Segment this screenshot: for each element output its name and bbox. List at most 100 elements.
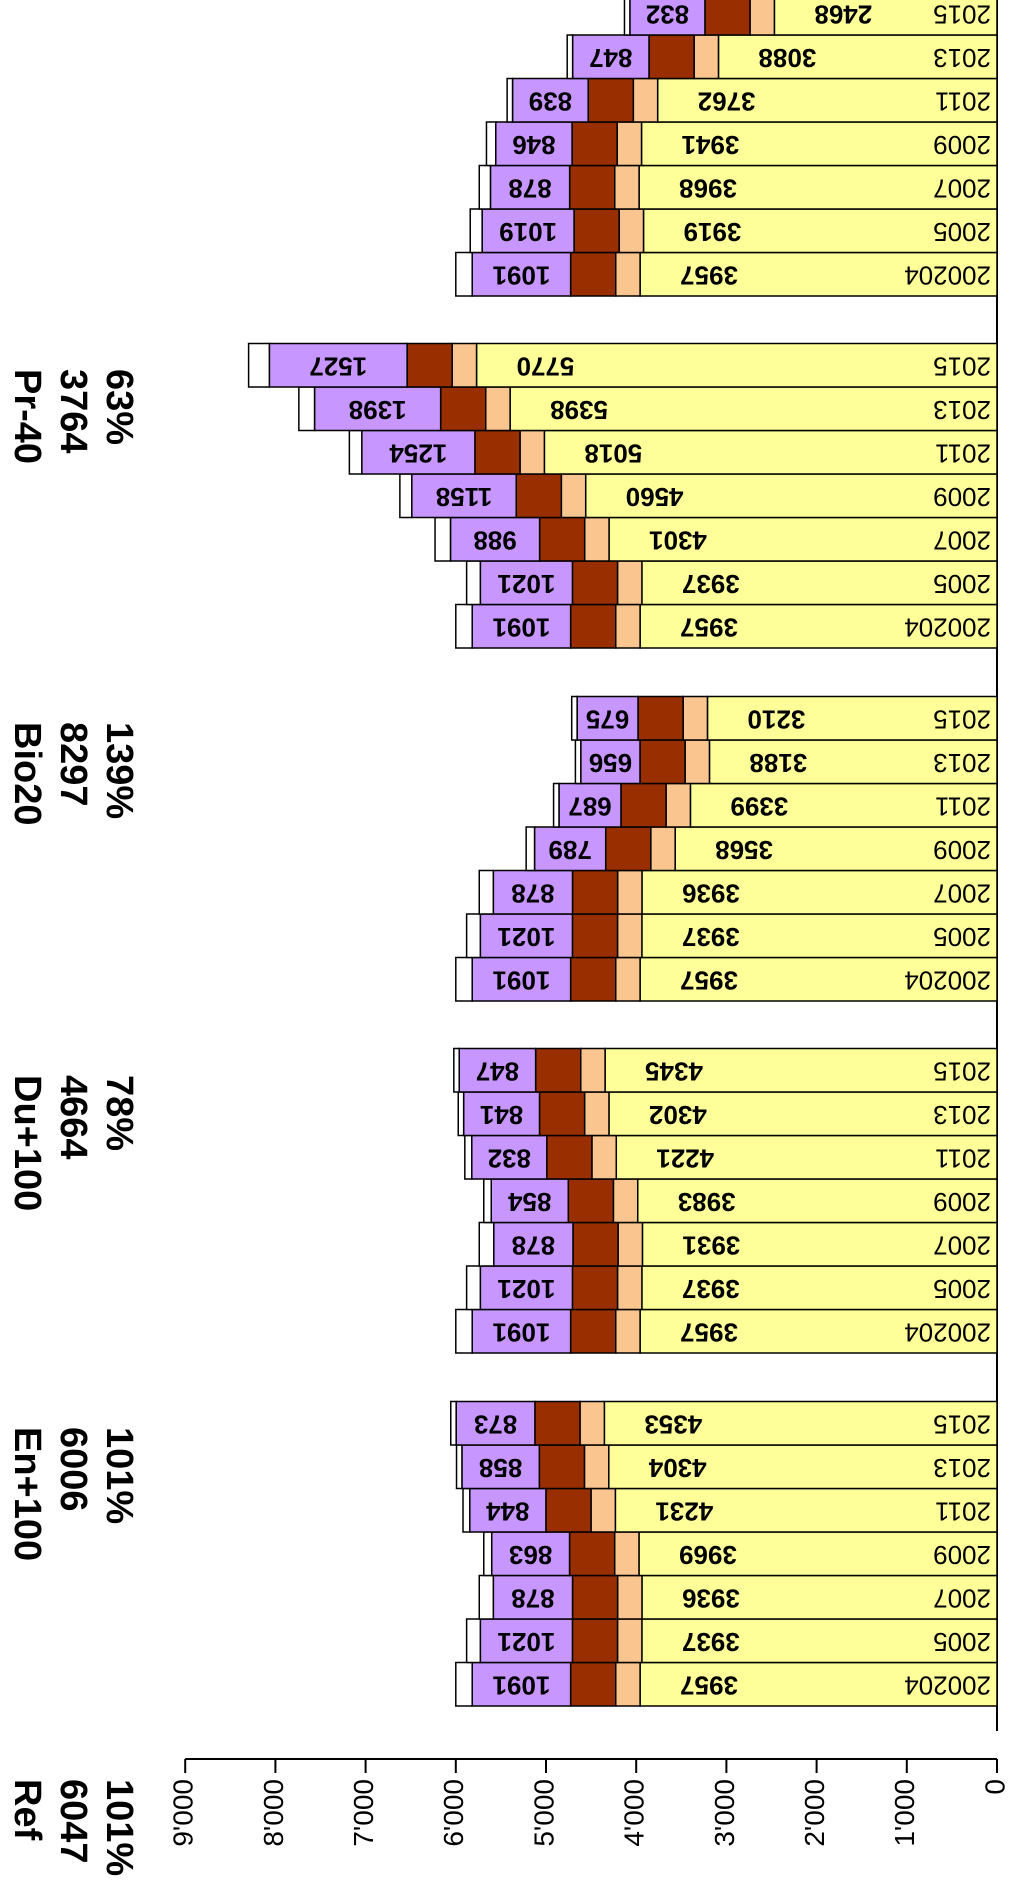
segment-2	[451, 342, 478, 388]
bar-top-value: 1527	[309, 351, 367, 381]
value-axis: 0 1'000 2'000 3'000 4'000 5'000 6'000 7'000 8'00…	[168, 0, 1010, 1847]
bar-year-label: 2011	[935, 438, 991, 468]
segment-2	[583, 516, 610, 562]
segment-5	[434, 516, 452, 562]
stacked-bar: 2005 3937 1021	[465, 913, 998, 959]
bar-top-value: 858	[479, 1453, 522, 1483]
bar-group-ref: 2002043957109120053937102120073936878200…	[449, 1400, 998, 1707]
segment-5	[465, 913, 482, 959]
bar-top-value: 847	[476, 1056, 519, 1086]
segment-5	[623, 0, 631, 36]
segment-4	[479, 560, 574, 606]
segment-base	[641, 1221, 998, 1267]
stacked-bar: 2015 5770 1527	[247, 342, 998, 388]
segment-3	[474, 429, 521, 475]
bar-base-value: 3762	[698, 86, 756, 116]
bar-top-value: 789	[548, 835, 591, 865]
stacked-bar: 2015 3210 675	[570, 695, 998, 741]
bar-year-label: 2007	[933, 1230, 991, 1260]
bar-year-label: 2007	[933, 878, 991, 908]
segment-base	[641, 1618, 998, 1664]
bar-base-value: 3957	[680, 1317, 738, 1347]
bar-base-value: 2468	[814, 0, 872, 29]
segment-2	[613, 1531, 640, 1577]
segment-4	[479, 1265, 574, 1311]
stacked-bar: 2007 3968 878	[478, 164, 998, 210]
bar-year-label: 2005	[933, 1274, 991, 1304]
bar-year-label: 2005	[933, 569, 991, 599]
bar-year-label: 2009	[933, 1540, 991, 1570]
stacked-bar: 2007 4301 988	[434, 516, 998, 562]
segment-4	[479, 913, 574, 959]
bar-base-value: 4302	[649, 1100, 707, 1130]
segment-base	[717, 34, 998, 80]
group-percent: 63%	[98, 369, 140, 445]
bar-year-label: 2013	[933, 748, 991, 778]
bar-base-value: 3937	[682, 569, 740, 599]
segment-4	[411, 473, 517, 519]
segment-5	[483, 1531, 493, 1577]
segment-4	[471, 956, 572, 1002]
segment-3	[569, 956, 617, 1002]
stacked-bar: 2005 3919 1019	[469, 208, 998, 254]
stacked-bar: 2005 3937 1021	[465, 1265, 998, 1311]
stacked-bar: 2013 3188 656	[574, 739, 998, 785]
axis-tick-label: 0	[979, 1779, 1010, 1795]
bar-year-label: 2015	[933, 704, 991, 734]
segment-4	[469, 1487, 547, 1533]
bar-year-label: 2007	[933, 525, 991, 555]
segment-5	[525, 826, 536, 872]
segment-base	[475, 342, 998, 388]
bar-base-value: 3931	[682, 1230, 740, 1260]
segment-4	[481, 208, 575, 254]
bar-top-value: 873	[474, 1409, 517, 1439]
bar-group-en-100: 2002043957109120053937102120073931878200…	[453, 1047, 998, 1354]
segment-5	[348, 429, 363, 475]
bar-top-value: 878	[508, 173, 551, 203]
bar-top-value: 846	[512, 130, 555, 160]
segment-3	[571, 121, 618, 167]
bar-group-du-100: 2002043957109120053937102120073936878200…	[455, 695, 998, 1002]
segment-5	[453, 1047, 460, 1093]
segment-2	[618, 208, 645, 254]
segment-3	[571, 869, 619, 915]
bar-top-value: 988	[473, 525, 516, 555]
group-percent: 101%	[98, 1779, 140, 1876]
group-name: Du+100	[6, 1075, 48, 1211]
segment-2	[665, 782, 692, 828]
bar-year-label: 2011	[935, 1143, 991, 1173]
segment-5	[462, 1487, 471, 1533]
segment-5	[449, 1400, 457, 1446]
stacked-bar: 200204 3957 1091	[455, 1661, 998, 1707]
segment-2	[684, 739, 711, 785]
segment-3	[571, 1618, 619, 1664]
bar-year-label: 200204	[904, 1317, 991, 1347]
bar-base-value: 4560	[626, 482, 684, 512]
segment-2	[616, 1265, 643, 1311]
segment-3	[587, 77, 635, 123]
bar-top-value: 1091	[492, 260, 550, 290]
segment-2	[614, 1308, 641, 1354]
stacked-bar: 2011 5018 1254	[348, 429, 998, 475]
segment-2	[616, 560, 643, 606]
stacked-bar: 2009 4560 1158	[399, 473, 998, 519]
segment-base	[639, 603, 998, 649]
bar-year-label: 2013	[933, 395, 991, 425]
segment-base	[614, 1487, 998, 1533]
segment-4	[493, 1221, 574, 1267]
bar-year-label: 2013	[933, 1453, 991, 1483]
segment-4	[458, 1047, 537, 1093]
bar-base-value: 3983	[678, 1187, 736, 1217]
segment-5	[455, 1308, 473, 1354]
segment-2	[591, 1134, 618, 1180]
segment-3	[568, 1531, 616, 1577]
segment-3	[515, 473, 563, 519]
bar-base-value: 3968	[679, 173, 737, 203]
segment-3	[604, 826, 652, 872]
segment-2	[693, 34, 720, 80]
bar-top-value: 1021	[497, 1627, 555, 1657]
segment-4	[511, 77, 589, 123]
segment-5	[298, 386, 316, 432]
bar-top-value: 878	[512, 1230, 555, 1260]
